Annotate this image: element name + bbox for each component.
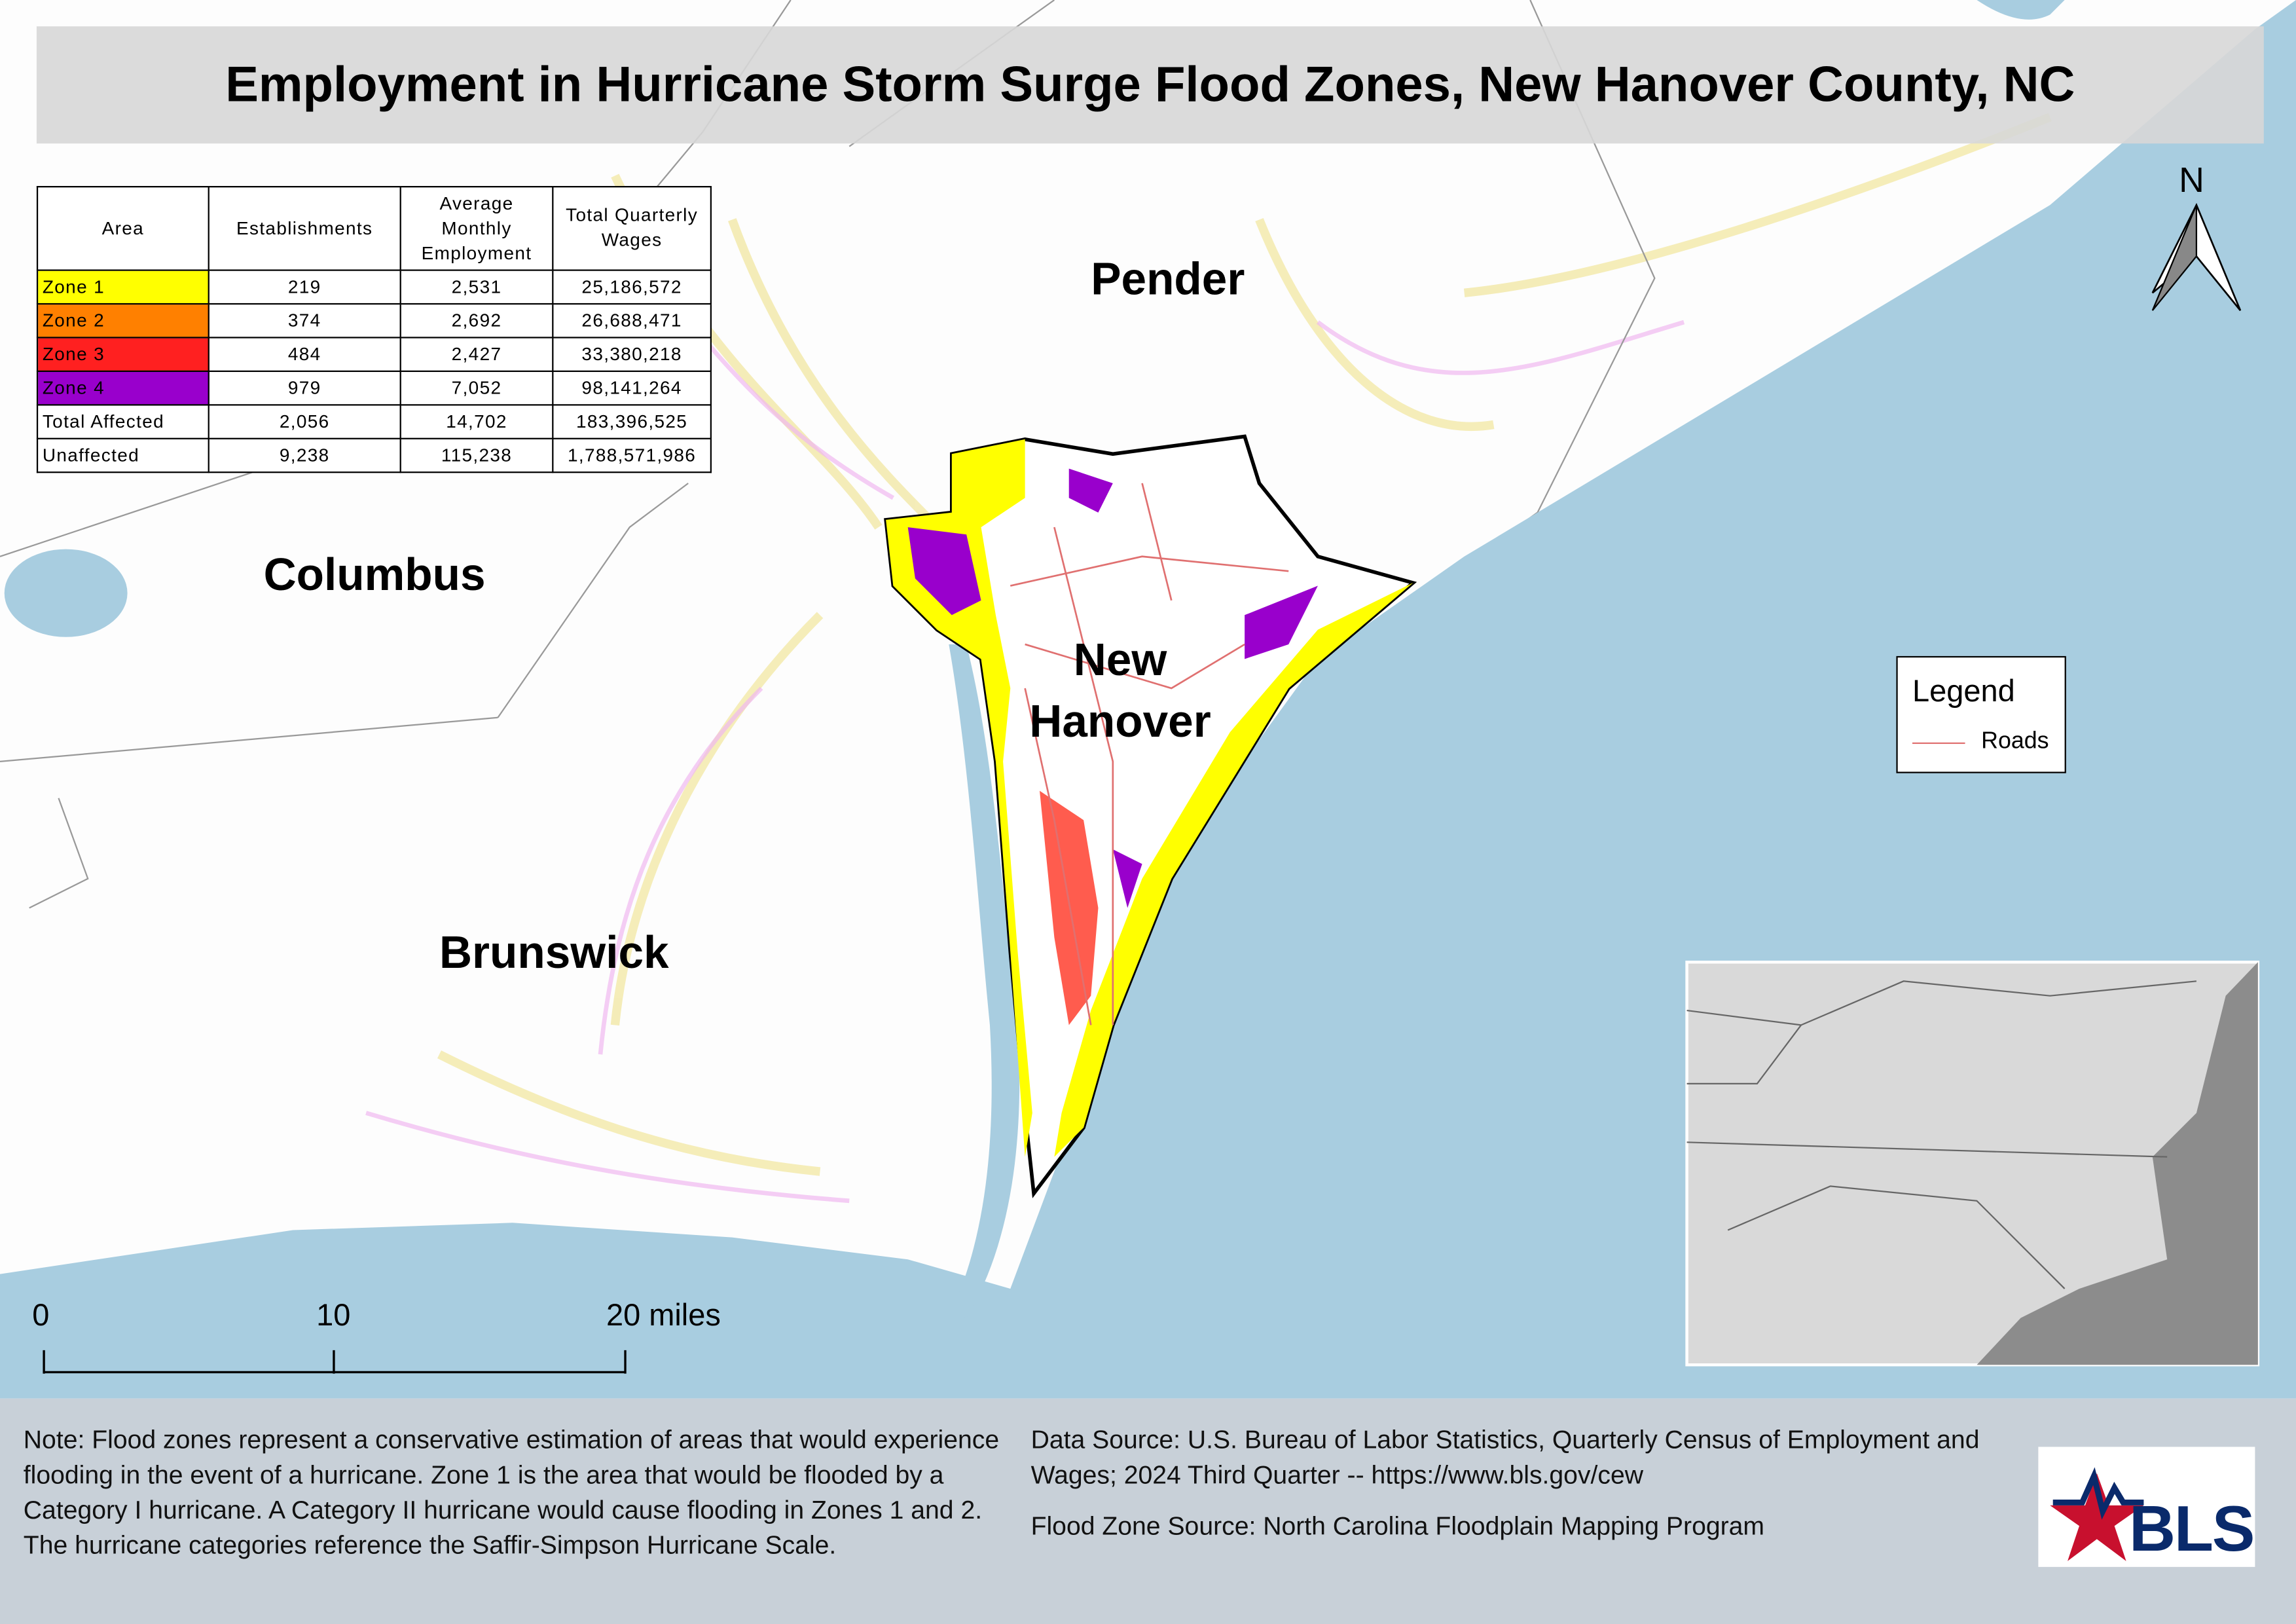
table-cell: 219 — [208, 269, 401, 305]
table-header-cell: Total Quarterly Wages — [552, 186, 712, 271]
table-cell: 7,052 — [399, 370, 554, 406]
table-row: Zone 2 374 2,692 26,688,471 — [36, 303, 712, 339]
table-header-cell: Establishments — [208, 186, 401, 271]
row-label: Total Affected — [36, 404, 210, 439]
table-cell: 14,702 — [399, 404, 554, 439]
roads — [1010, 483, 1289, 1025]
table-body: Zone 1 219 2,531 25,186,572 Zone 2 374 2,692 26… — [36, 269, 712, 473]
county-label: New Hanover — [1029, 634, 1211, 747]
legend-item: Roads — [1981, 729, 2049, 754]
table-cell: 33,380,218 — [552, 337, 712, 373]
table-cell: 26,688,471 — [552, 303, 712, 339]
flood-zone-3 — [1039, 790, 1099, 1025]
table-cell: 2,427 — [399, 337, 554, 373]
table-cell: 2,056 — [208, 404, 401, 439]
table-header-cell: Average Monthly Employment — [399, 186, 554, 271]
table-cell: 25,186,572 — [552, 269, 712, 305]
map-title: Employment in Hurricane Storm Surge Floo… — [36, 26, 2264, 144]
row-label: Zone 1 — [36, 269, 210, 305]
logo-line — [2052, 1467, 2144, 1520]
county-label: Pender — [1091, 253, 1245, 305]
table-header: Area Establishments Average Monthly Employ… — [36, 186, 712, 271]
row-label: Zone 3 — [36, 337, 210, 373]
table-cell: 374 — [208, 303, 401, 339]
scale-label: 10 — [316, 1299, 351, 1333]
footer: Note: Flood zones represent a conservati… — [0, 1398, 2296, 1624]
table-cell: 9,238 — [208, 437, 401, 473]
table-row: Zone 1 219 2,531 25,186,572 — [36, 269, 712, 305]
table-cell: 979 — [208, 370, 401, 406]
table-row: Zone 3 484 2,427 33,380,218 — [36, 337, 712, 373]
inset-borders — [1686, 980, 2197, 1289]
table-row: Unaffected 9,238 115,238 1,788,571,986 — [36, 437, 712, 473]
lake — [4, 549, 128, 637]
legend-swatch — [1912, 742, 1965, 745]
logo-star — [2050, 1467, 2144, 1561]
table-cell: 2,531 — [399, 269, 554, 305]
table-cell: 1,788,571,986 — [552, 437, 712, 473]
flood-source: Flood Zone Source: North Carolina Floodp… — [1030, 1511, 1765, 1541]
table-cell: 183,396,525 — [552, 404, 712, 439]
table-cell: 115,238 — [399, 437, 554, 473]
table-cell: 2,692 — [399, 303, 554, 339]
logo: BLS — [2038, 1447, 2255, 1567]
scale-bar — [43, 1350, 627, 1374]
note: Note: Flood zones represent a conservati… — [23, 1424, 1000, 1560]
county-label: Brunswick — [439, 927, 669, 978]
table-header-cell: Area — [36, 186, 210, 271]
logo-star-shape — [2050, 1473, 2144, 1561]
north-arrow-shade — [2151, 204, 2198, 311]
row-label: Unaffected — [36, 437, 210, 473]
inset-ocean — [1977, 962, 2258, 1365]
sound — [1977, 0, 2065, 20]
north-label: N — [2179, 160, 2204, 201]
summary-table: Area Establishments Average Monthly Employ… — [36, 186, 712, 473]
scale-label: 0 — [32, 1299, 50, 1333]
table-row: Zone 4 979 7,052 98,141,264 — [36, 370, 712, 406]
scale-label: 20 miles — [606, 1299, 721, 1333]
cape-fear-river — [949, 644, 1020, 1318]
flood-zone-1 — [1054, 583, 1413, 1157]
legend-title: Legend — [1912, 674, 2015, 709]
county-label: Columbus — [263, 549, 486, 600]
logo-text: BLS — [2129, 1494, 2255, 1566]
table-cell: 484 — [208, 337, 401, 373]
row-label: Zone 4 — [36, 370, 210, 406]
legend: Legend Roads — [1896, 655, 2066, 773]
data-source: Data Source: U.S. Bureau of Labor Statis… — [1030, 1424, 1980, 1490]
flood-zone-4 — [907, 527, 981, 616]
row-label: Zone 2 — [36, 303, 210, 339]
table-row: Total Affected 2,056 14,702 183,396,525 — [36, 404, 712, 439]
flood-zone-1-west — [886, 439, 1032, 1157]
table-cell: 98,141,264 — [552, 370, 712, 406]
